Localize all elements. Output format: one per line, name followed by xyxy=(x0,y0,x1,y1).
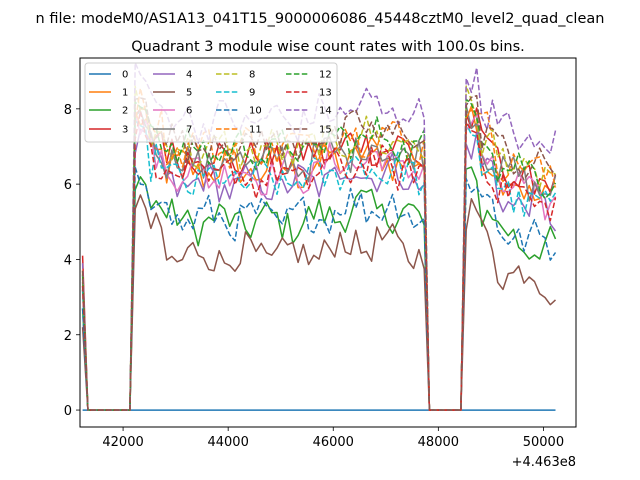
series-line-5 xyxy=(81,194,557,411)
legend-label-9: 9 xyxy=(249,88,255,99)
x-tick-label: 46000 xyxy=(313,435,354,450)
legend-label-6: 6 xyxy=(186,106,192,117)
legend-label-12: 12 xyxy=(319,70,332,81)
legend-label-4: 4 xyxy=(186,70,192,81)
legend-label-7: 7 xyxy=(186,125,192,136)
y-tick-label: 4 xyxy=(64,253,72,268)
figure-suptitle: n file: modeM0/AS1A13_041T15_9000006086_… xyxy=(36,11,605,27)
legend-box xyxy=(84,62,338,143)
series-line-4 xyxy=(81,128,557,411)
y-tick-label: 6 xyxy=(64,178,72,193)
legend-label-14: 14 xyxy=(319,106,332,117)
legend-label-15: 15 xyxy=(319,125,332,136)
legend-label-2: 2 xyxy=(122,106,128,117)
legend-label-10: 10 xyxy=(249,106,262,117)
series-line-2 xyxy=(81,166,557,411)
legend-label-8: 8 xyxy=(249,70,255,81)
series-line-13 xyxy=(81,110,557,411)
legend-label-13: 13 xyxy=(319,88,332,99)
series-line-12 xyxy=(81,98,557,411)
legend-label-11: 11 xyxy=(249,125,262,136)
legend-label-0: 0 xyxy=(122,70,128,81)
x-tick-label: 44000 xyxy=(207,435,248,450)
x-tick-label: 50000 xyxy=(523,435,564,450)
y-axis: 0 2 4 6 8 xyxy=(64,103,80,419)
legend-label-5: 5 xyxy=(186,88,192,99)
y-tick-label: 0 xyxy=(64,404,72,419)
x-axis-offset-label: +4.463e8 xyxy=(512,455,576,470)
x-tick-label: 42000 xyxy=(102,435,143,450)
axes-frame xyxy=(79,57,577,428)
series-line-10 xyxy=(81,166,557,411)
legend-label-3: 3 xyxy=(122,125,128,136)
y-tick-label: 8 xyxy=(64,103,72,118)
y-tick-label: 2 xyxy=(64,329,72,344)
x-axis: 42000 44000 46000 48000 50000 xyxy=(102,427,564,450)
chart-title: Quadrant 3 module wise count rates with … xyxy=(131,39,525,55)
x-tick-label: 48000 xyxy=(418,435,459,450)
legend-label-1: 1 xyxy=(122,88,128,99)
